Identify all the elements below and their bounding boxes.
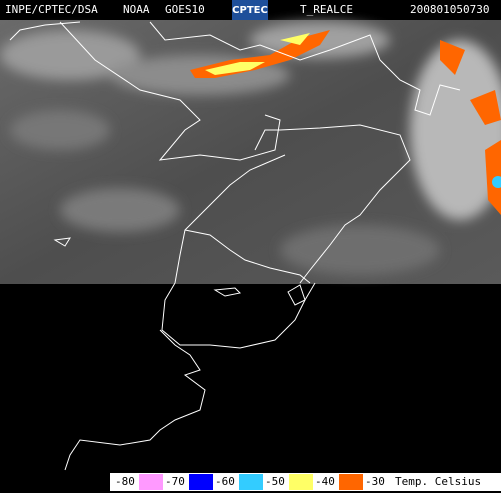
header-source: INPE/CPTEC/DSA (5, 3, 98, 16)
coastlines (9, 21, 461, 471)
legend-swatch (289, 474, 313, 490)
legend-tick: -80 (115, 475, 135, 488)
legend-tick: -30 (365, 475, 385, 488)
header-product: T_REALCE (300, 3, 353, 16)
header-operator: NOAA (123, 3, 150, 16)
legend-swatch (239, 474, 263, 490)
clouds (0, 22, 501, 275)
logo-box (232, 0, 268, 20)
legend-tick: -50 (265, 475, 285, 488)
legend-tick: -40 (315, 475, 335, 488)
header-timestamp: 200801050730 (410, 3, 489, 16)
header-satellite: GOES10 (165, 3, 205, 16)
legend-tick: -60 (215, 475, 235, 488)
legend-unit: Temp. Celsius (395, 475, 481, 488)
cold-tops (190, 30, 501, 215)
legend-swatch (189, 474, 213, 490)
legend-swatch (339, 474, 363, 490)
legend-tick: -70 (165, 475, 185, 488)
logo: CPTEC (232, 5, 268, 16)
legend-swatch (139, 474, 163, 490)
